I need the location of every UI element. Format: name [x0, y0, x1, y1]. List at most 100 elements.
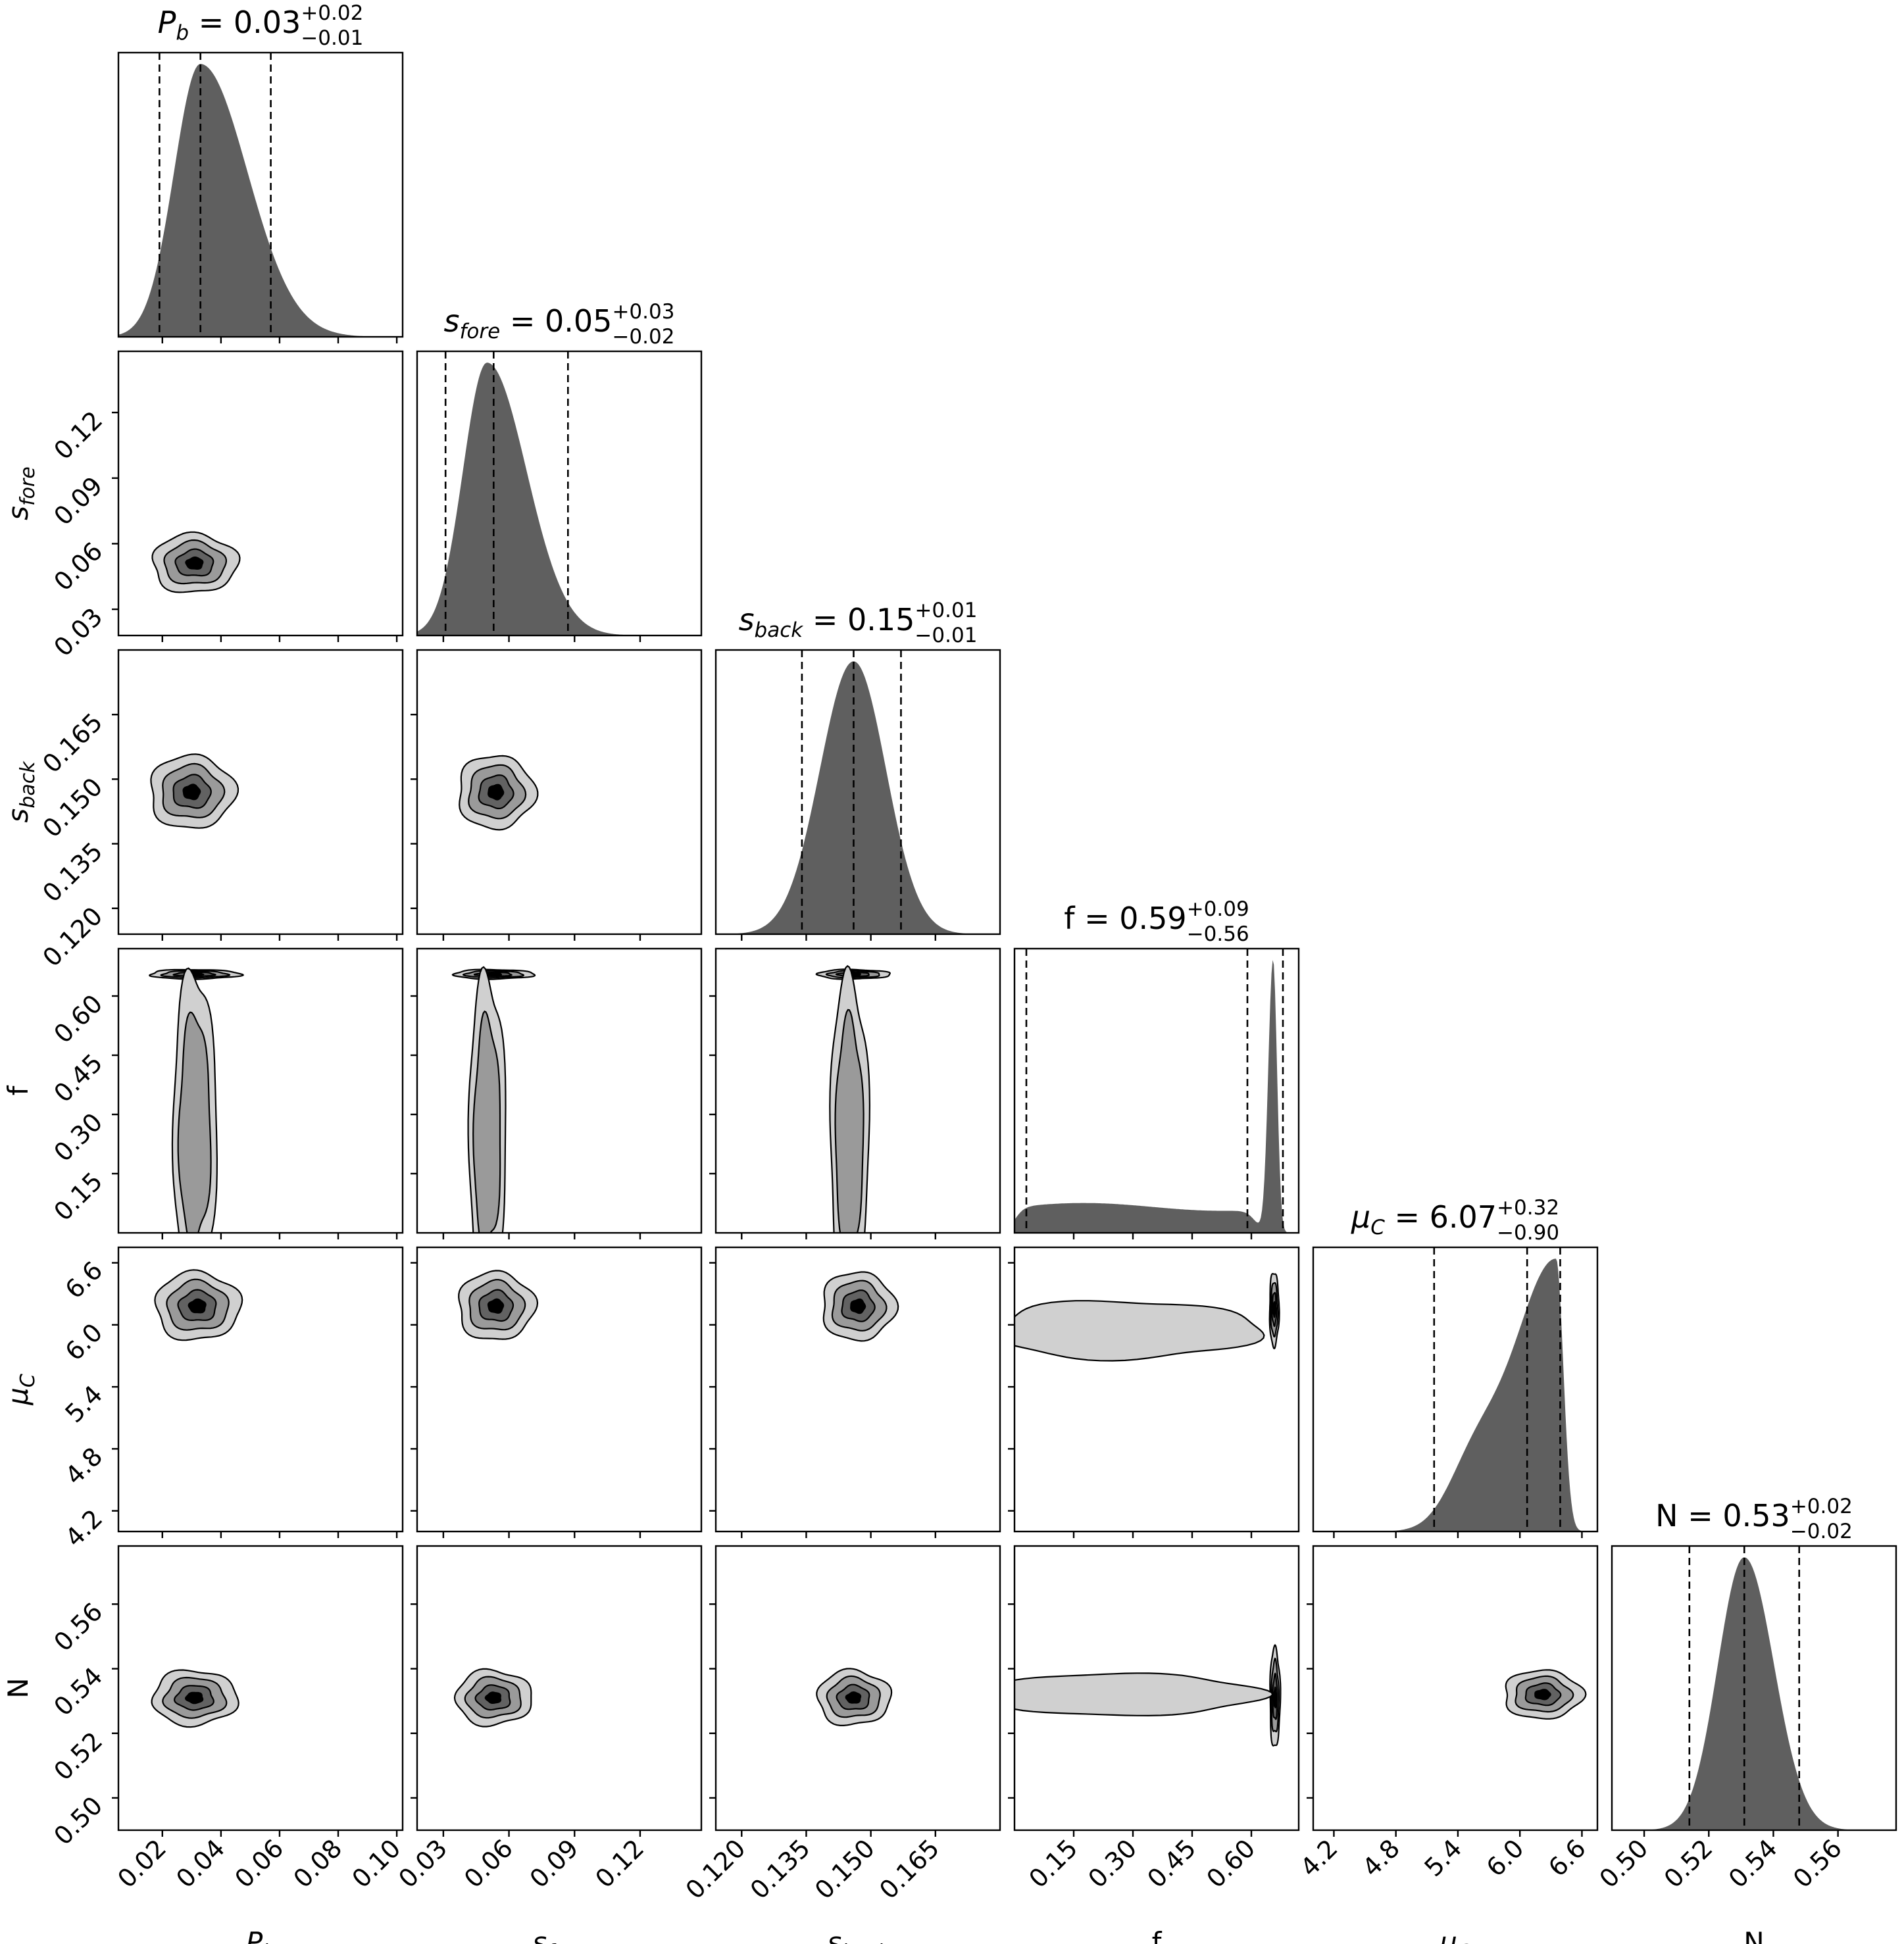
xlabel-symbol: s: [532, 1926, 547, 1944]
xtick-label-sfore-3: 0.12: [589, 1833, 649, 1893]
title-sfore: sfore = 0.05+0.03 −0.02: [444, 300, 675, 349]
contour-N-f-l1: [1015, 1672, 1274, 1717]
panel-frame-N-f: [1013, 1545, 1300, 1832]
title-plus: +0.02: [301, 1, 363, 25]
hist-N: [1612, 1557, 1896, 1830]
ylabel-sback: sback: [2, 760, 39, 823]
xtick-label-muC-0: 4.2: [1295, 1833, 1343, 1882]
hist-sback: [716, 661, 1000, 934]
ytick-label-f-0: 0.15: [48, 1166, 108, 1226]
ytick-label-sback-0: 0.120: [37, 901, 108, 972]
panel-frame-muC-muC: [1312, 1246, 1599, 1533]
title-value: 0.59: [1119, 901, 1186, 936]
ytick-label-f-1: 0.30: [48, 1107, 108, 1167]
contour-panel-sback-sfore: [416, 649, 703, 935]
title-value: 0.03: [234, 5, 301, 40]
ytick-label-sfore-3: 0.12: [48, 405, 108, 465]
hist-sfore: [417, 362, 701, 636]
ytick-label-muC-2: 5.4: [60, 1380, 109, 1428]
xlabel-symbol: s: [827, 1926, 841, 1944]
ylabel-f: f: [2, 1085, 34, 1095]
hist-f: [1015, 960, 1299, 1233]
xlabel-N: N: [1743, 1926, 1764, 1944]
title-Pb: Pb = 0.03+0.02 −0.01: [158, 1, 364, 50]
panel-frame-muC-f: [1013, 1246, 1300, 1533]
contour-muC-sback-l4: [850, 1298, 866, 1314]
xlabel-symbol: μ: [1439, 1926, 1457, 1944]
panel-frame-f-sfore: [416, 947, 703, 1234]
xlabel-Pb: Pb: [246, 1926, 275, 1944]
title-subscript: fore: [460, 320, 501, 343]
title-minus: −0.02: [612, 325, 674, 349]
panel-frame-sfore-sfore: [416, 350, 703, 637]
title-symbol: s: [444, 303, 460, 339]
contour-panel-N-sback: [714, 1545, 1001, 1832]
hist-panel-sback: [714, 649, 1001, 935]
panel-frame-sback-Pb: [117, 649, 404, 935]
title-minus: −0.02: [1790, 1520, 1853, 1543]
contour-N-sfore-l4: [484, 1691, 501, 1704]
xtick-label-muC-4: 6.6: [1543, 1833, 1591, 1882]
xtick-label-Pb-4: 0.10: [347, 1833, 407, 1893]
title-eq: =: [803, 602, 847, 637]
title-symbol: N: [1655, 1498, 1678, 1533]
xlabel-f: f: [1152, 1926, 1163, 1944]
contour-sfore-Pb-l4: [185, 556, 204, 570]
hist-Pb: [118, 64, 403, 337]
panel-frame-N-Pb: [117, 1545, 404, 1832]
title-subscript: back: [755, 618, 804, 642]
ylabel-subscript: C: [16, 1374, 39, 1387]
ytick-label-N-2: 0.54: [48, 1662, 108, 1722]
xtick-label-Pb-1: 0.04: [170, 1833, 230, 1893]
xtick-label-muC-2: 5.4: [1418, 1833, 1467, 1882]
contour-panel-muC-sfore: [416, 1246, 703, 1533]
hist-panel-muC: [1312, 1246, 1599, 1533]
contour-f-sfore-l2: [472, 1010, 501, 1233]
panel-frame-muC-Pb: [117, 1246, 404, 1533]
ytick-label-muC-1: 4.8: [60, 1442, 109, 1491]
xtick-label-f-1: 0.30: [1082, 1833, 1142, 1893]
contour-sback-Pb-l4: [182, 784, 201, 801]
ytick-label-sback-2: 0.150: [37, 772, 108, 843]
title-minus: −0.01: [914, 624, 977, 647]
xtick-label-muC-1: 4.8: [1357, 1833, 1405, 1882]
ylabel-N: N: [2, 1678, 34, 1698]
title-plus: +0.09: [1187, 897, 1249, 921]
ytick-label-N-3: 0.56: [48, 1597, 108, 1657]
xlabel-sback: sback: [827, 1926, 889, 1944]
xlabel-symbol: N: [1743, 1926, 1764, 1944]
panel-frame-N-sback: [714, 1545, 1001, 1832]
hist-panel-N: [1611, 1545, 1897, 1832]
title-subscript: C: [1370, 1216, 1385, 1239]
contour-panel-muC-f: [1013, 1246, 1300, 1533]
xtick-label-Pb-2: 0.06: [229, 1833, 289, 1893]
ytick-label-muC-0: 4.2: [60, 1504, 109, 1553]
title-symbol: s: [739, 602, 755, 637]
contour-panel-N-f: [1013, 1545, 1300, 1832]
contour-muC-sfore-l4: [487, 1298, 505, 1314]
xlabel-subscript: b: [263, 1941, 275, 1944]
ytick-label-f-3: 0.60: [48, 989, 108, 1049]
xtick-label-f-3: 0.60: [1201, 1833, 1261, 1893]
contour-f-Pb-l2: [177, 1011, 212, 1233]
title-value: 0.53: [1722, 1498, 1790, 1533]
xtick-label-muC-3: 6.0: [1481, 1833, 1530, 1882]
ytick-label-sfore-1: 0.06: [48, 537, 108, 597]
panel-frame-N-N: [1611, 1545, 1897, 1832]
contour-panel-sback-Pb: [117, 649, 404, 935]
title-symbol: P: [158, 5, 176, 40]
title-value: 0.15: [847, 602, 914, 637]
xtick-label-N-3: 0.56: [1788, 1833, 1847, 1893]
contour-panel-muC-Pb: [117, 1246, 404, 1533]
ylabel-symbol: N: [2, 1678, 34, 1698]
ytick-label-N-0: 0.50: [48, 1791, 108, 1851]
title-muC: μC = 6.07+0.32 −0.90: [1351, 1196, 1559, 1245]
panel-frame-muC-sback: [714, 1246, 1001, 1533]
contour-N-sback-l4: [845, 1691, 862, 1704]
title-value: 0.05: [545, 303, 612, 339]
panel-frame-N-sfore: [416, 1545, 703, 1832]
title-plus: +0.01: [914, 599, 977, 622]
contour-panel-N-muC: [1312, 1545, 1599, 1832]
xlabel-subscript: back: [841, 1941, 889, 1944]
title-minus: −0.56: [1187, 922, 1249, 946]
